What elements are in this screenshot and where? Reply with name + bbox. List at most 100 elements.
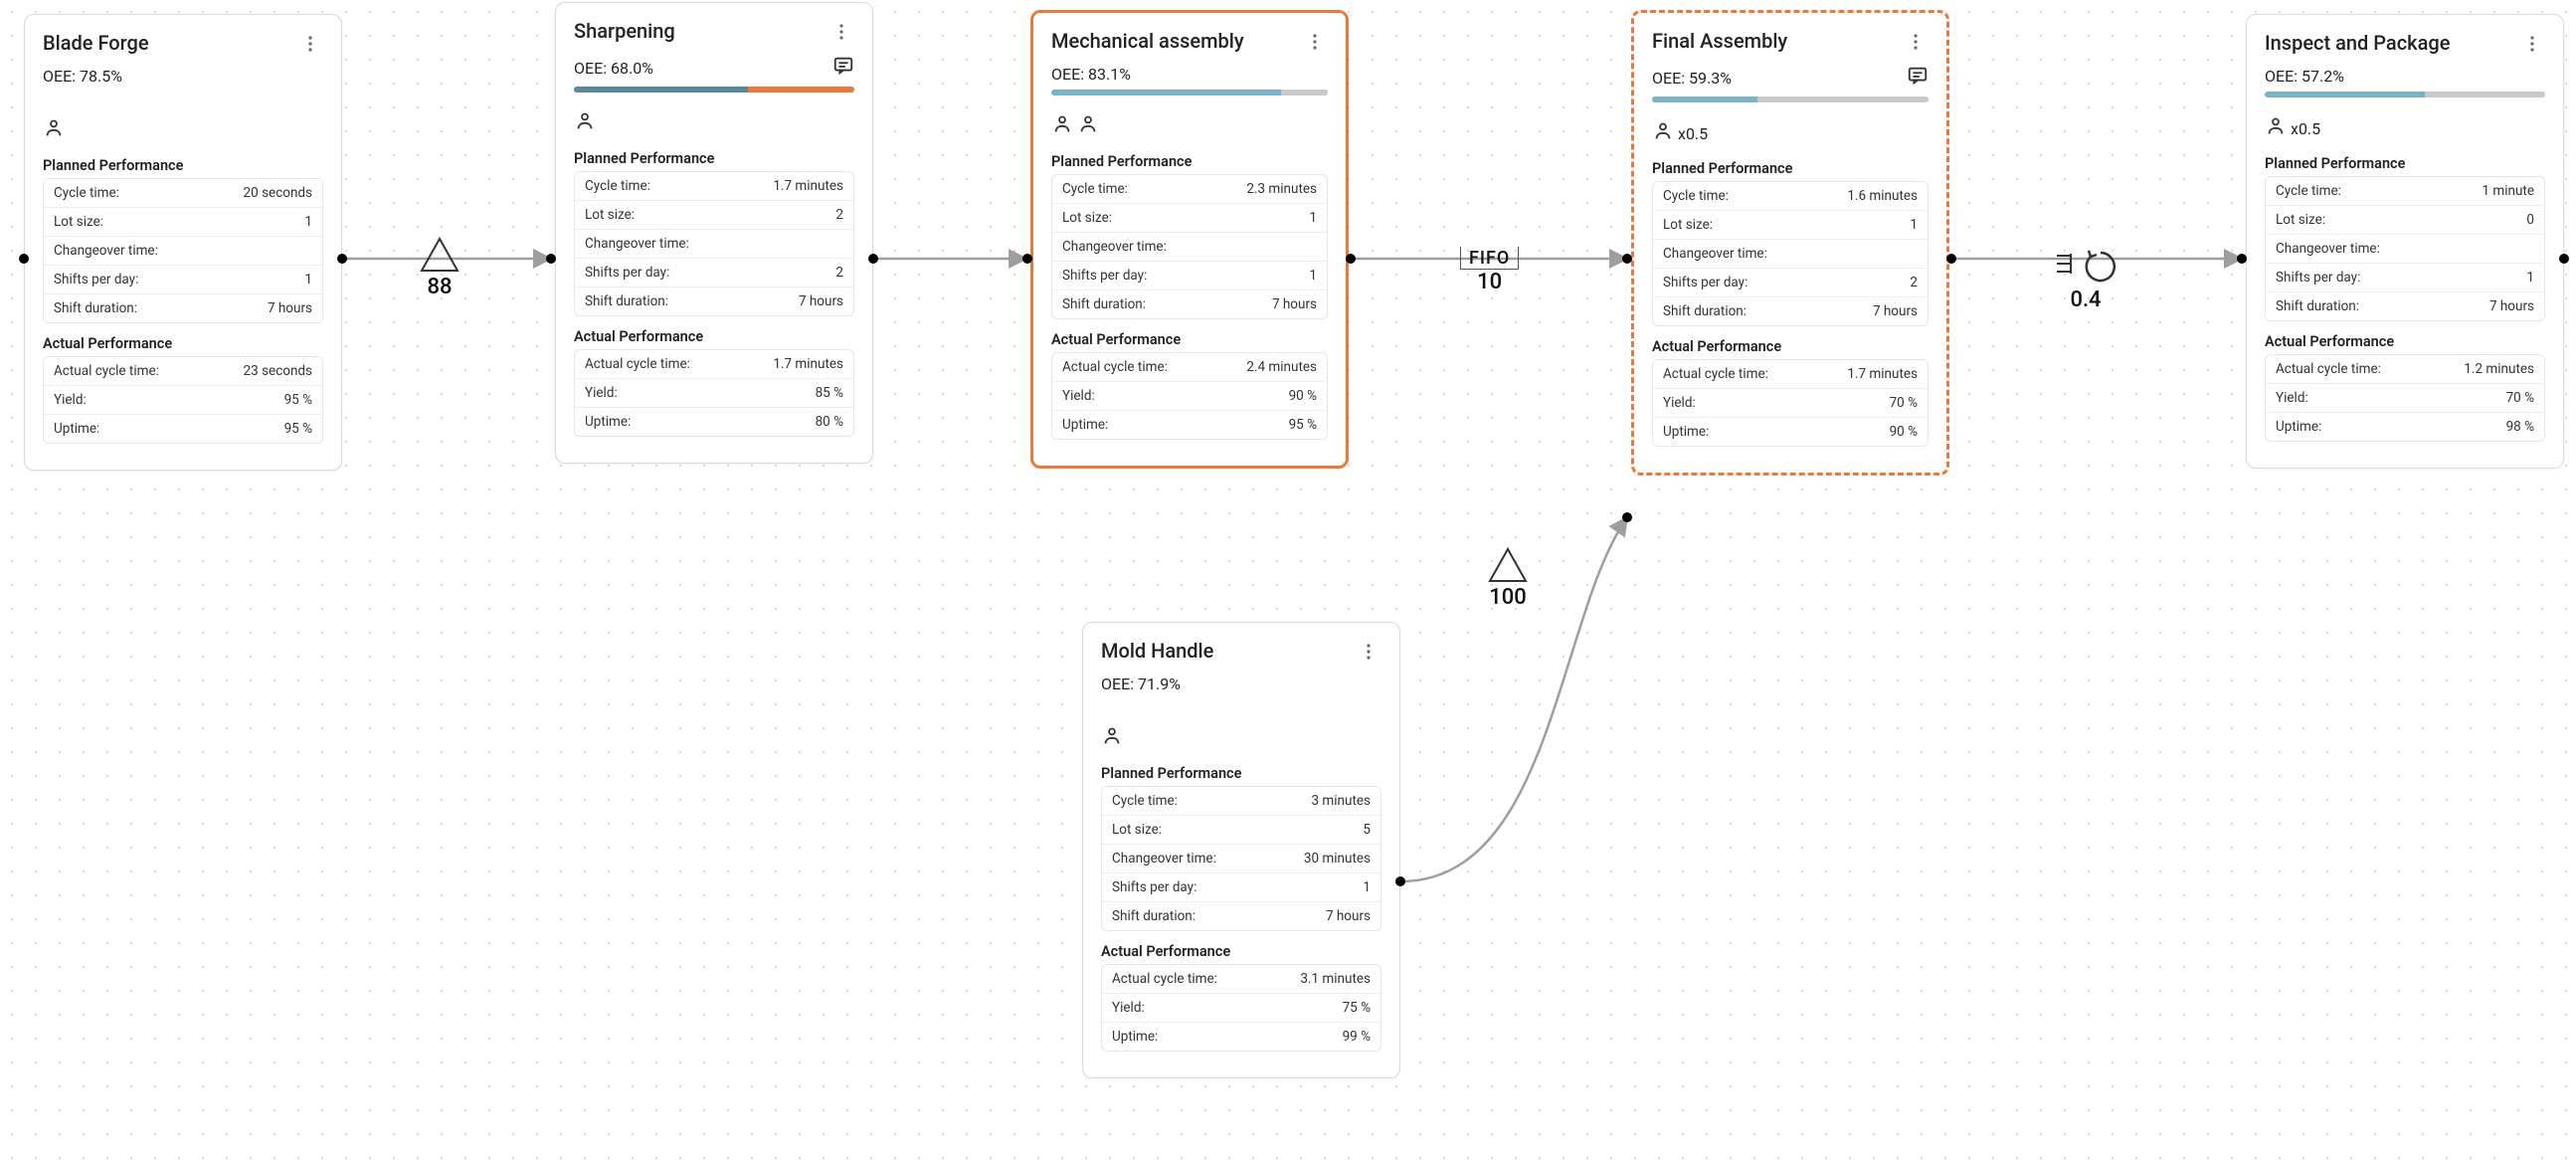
actual-title: Actual Performance bbox=[1101, 943, 1381, 960]
chat-icon[interactable] bbox=[832, 55, 854, 77]
oee-progress-bar bbox=[1051, 90, 1328, 96]
metric-row: Cycle time:3 minutes bbox=[1102, 787, 1380, 816]
operator-multiplier: x0.5 bbox=[2291, 119, 2320, 138]
oee-label: OEE: 57.2% bbox=[2265, 67, 2344, 86]
connection-port[interactable] bbox=[546, 254, 556, 264]
actual-title: Actual Performance bbox=[574, 328, 854, 345]
planned-metrics: Cycle time:1.7 minutesLot size:2Changeov… bbox=[574, 171, 854, 316]
actual-metrics: Actual cycle time:1.7 minutesYield:70 %U… bbox=[1652, 359, 1929, 447]
supermarket-icon bbox=[2053, 249, 2118, 285]
process-card-inspect_package[interactable]: Inspect and Package OEE: 57.2% x0.5 Planned… bbox=[2246, 14, 2564, 469]
metric-row: Shifts per day:1 bbox=[1052, 262, 1327, 290]
connection-port[interactable] bbox=[2559, 254, 2569, 264]
card-menu-button[interactable] bbox=[2519, 31, 2545, 57]
process-card-mold_handle[interactable]: Mold HandleOEE: 71.9%Planned Performance… bbox=[1082, 622, 1400, 1078]
metric-row: Changeover time: bbox=[575, 230, 853, 259]
metric-row: Shift duration:7 hours bbox=[1653, 297, 1928, 325]
oee-label: OEE: 83.1% bbox=[1051, 65, 1131, 84]
oee-label: OEE: 68.0% bbox=[574, 59, 653, 78]
edge-value: 10 bbox=[1477, 270, 1502, 294]
card-title: Inspect and Package bbox=[2265, 31, 2450, 55]
connection-port[interactable] bbox=[2237, 254, 2247, 264]
metric-row: Actual cycle time:23 seconds bbox=[44, 357, 322, 386]
connection-port[interactable] bbox=[1622, 512, 1632, 522]
metric-row: Yield:75 % bbox=[1102, 994, 1380, 1023]
planned-title: Planned Performance bbox=[43, 157, 323, 174]
metric-row: Uptime:98 % bbox=[2266, 413, 2544, 441]
person-icon bbox=[2265, 115, 2287, 137]
comment-icon[interactable] bbox=[832, 55, 854, 81]
actual-metrics: Actual cycle time:2.4 minutesYield:90 %U… bbox=[1051, 352, 1328, 440]
metric-row: Actual cycle time:1.2 minutes bbox=[2266, 355, 2544, 384]
card-menu-button[interactable] bbox=[828, 19, 854, 45]
process-card-blade_forge[interactable]: Blade ForgeOEE: 78.5%Planned Performance… bbox=[24, 14, 342, 471]
edge-label: 100 bbox=[1486, 547, 1530, 610]
metric-row: Shifts per day:1 bbox=[44, 266, 322, 294]
connection-port[interactable] bbox=[868, 254, 878, 264]
metric-row: Actual cycle time:1.7 minutes bbox=[1653, 360, 1928, 389]
metric-row: Changeover time: bbox=[44, 237, 322, 266]
planned-title: Planned Performance bbox=[2265, 155, 2545, 172]
operators-row: x0.5 bbox=[2265, 115, 2545, 141]
card-menu-button[interactable] bbox=[1356, 639, 1381, 665]
metric-row: Changeover time: bbox=[1052, 233, 1327, 262]
connection-port[interactable] bbox=[19, 254, 29, 264]
actual-metrics: Actual cycle time:23 secondsYield:95 %Up… bbox=[43, 356, 323, 444]
actual-title: Actual Performance bbox=[1051, 331, 1328, 348]
card-menu-button[interactable] bbox=[1903, 29, 1929, 55]
planned-metrics: Cycle time:1 minuteLot size:0Changeover … bbox=[2265, 176, 2545, 321]
metric-row: Cycle time:2.3 minutes bbox=[1052, 175, 1327, 204]
card-title: Mold Handle bbox=[1101, 639, 1213, 663]
connection-port[interactable] bbox=[1346, 254, 1356, 264]
metric-row: Shifts per day:1 bbox=[2266, 264, 2544, 292]
card-menu-button[interactable] bbox=[297, 31, 323, 57]
process-card-final_assy[interactable]: Final AssemblyOEE: 59.3%x0.5Planned Perf… bbox=[1631, 10, 1949, 476]
actual-metrics: Actual cycle time:1.7 minutesYield:85 %U… bbox=[574, 349, 854, 437]
triangle-icon bbox=[418, 237, 461, 275]
process-card-mech_assy[interactable]: Mechanical assemblyOEE: 83.1%Planned Per… bbox=[1030, 10, 1349, 469]
metric-row: Lot size:0 bbox=[2266, 206, 2544, 235]
connection-port[interactable] bbox=[1022, 254, 1032, 264]
metric-row: Lot size:1 bbox=[1653, 211, 1928, 240]
oee-label: OEE: 78.5% bbox=[43, 67, 122, 86]
operators-row bbox=[574, 110, 854, 136]
metric-row: Cycle time:1.6 minutes bbox=[1653, 182, 1928, 211]
connection-port[interactable] bbox=[337, 254, 347, 264]
oee-progress-bar bbox=[2265, 92, 2545, 97]
metric-row: Yield:85 % bbox=[575, 379, 853, 408]
edge-value: 88 bbox=[427, 275, 452, 299]
planned-metrics: Cycle time:1.6 minutesLot size:1Changeov… bbox=[1652, 181, 1929, 326]
connection-port[interactable] bbox=[1622, 254, 1632, 264]
actual-title: Actual Performance bbox=[43, 335, 323, 352]
edge-label: 0.4 bbox=[2053, 249, 2118, 312]
operators-row: x0.5 bbox=[1652, 120, 1929, 146]
metric-row: Cycle time:1 minute bbox=[2266, 177, 2544, 206]
operators-row bbox=[1051, 113, 1328, 139]
metric-row: Shift duration:7 hours bbox=[44, 294, 322, 322]
person-icon bbox=[1051, 113, 1073, 135]
metric-row: Yield:70 % bbox=[2266, 384, 2544, 413]
oee-label: OEE: 71.9% bbox=[1101, 675, 1181, 693]
metric-row: Shifts per day:1 bbox=[1102, 873, 1380, 902]
metric-row: Changeover time: bbox=[2266, 235, 2544, 264]
connection-port[interactable] bbox=[1946, 254, 1956, 264]
metric-row: Shift duration:7 hours bbox=[575, 288, 853, 315]
actual-title: Actual Performance bbox=[1652, 338, 1929, 355]
connection-port[interactable] bbox=[1395, 876, 1405, 886]
actual-metrics: Actual cycle time:1.2 minutesYield:70 %U… bbox=[2265, 354, 2545, 442]
card-menu-button[interactable] bbox=[1302, 29, 1328, 55]
comment-icon[interactable] bbox=[1907, 65, 1929, 91]
planned-metrics: Cycle time:3 minutesLot size:5Changeover… bbox=[1101, 786, 1381, 931]
metric-row: Yield:95 % bbox=[44, 386, 322, 415]
planned-title: Planned Performance bbox=[574, 150, 854, 167]
planned-title: Planned Performance bbox=[1652, 160, 1929, 177]
metric-row: Shift duration:7 hours bbox=[2266, 292, 2544, 320]
oee-progress-bar bbox=[574, 87, 854, 93]
metric-row: Changeover time: bbox=[1653, 240, 1928, 269]
metric-row: Actual cycle time:2.4 minutes bbox=[1052, 353, 1327, 382]
process-card-sharpening[interactable]: SharpeningOEE: 68.0%Planned PerformanceC… bbox=[555, 2, 873, 464]
chat-icon[interactable] bbox=[1907, 65, 1929, 87]
planned-title: Planned Performance bbox=[1051, 153, 1328, 170]
oee-progress-bar bbox=[1652, 97, 1929, 102]
fifo-icon: FIFO bbox=[1460, 247, 1519, 270]
